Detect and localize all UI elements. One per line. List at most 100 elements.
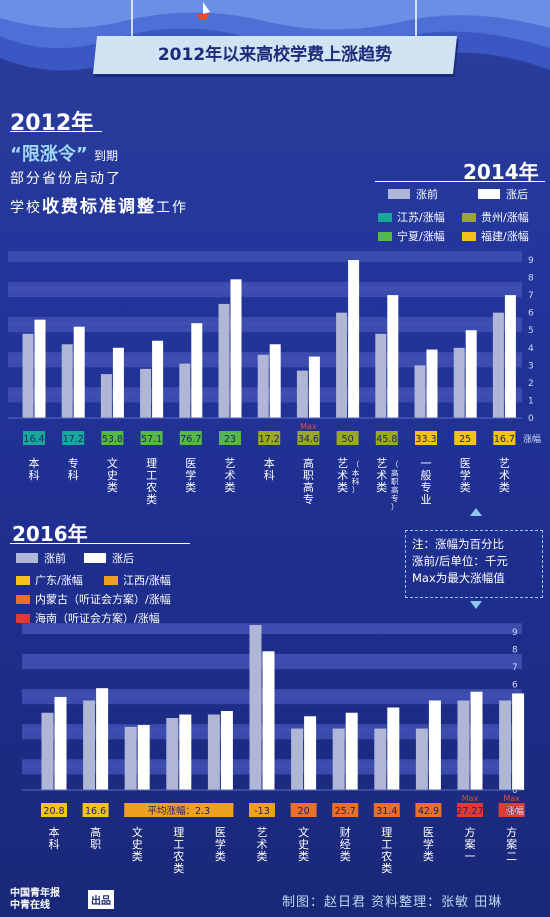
legend-guangdong-swatch xyxy=(16,575,30,585)
increase-value: 53.8 xyxy=(102,434,123,445)
category-label: 本科 xyxy=(49,825,60,851)
svg-text:术: 术 xyxy=(225,469,236,482)
intro-line-3-big: 收费标准调整 xyxy=(42,197,156,217)
bar-after xyxy=(112,347,124,418)
legend-after-label: 涨后 xyxy=(112,552,134,565)
grid-band xyxy=(8,251,522,262)
bar-before xyxy=(499,700,512,790)
legend-jiangxi-swatch xyxy=(104,575,118,585)
max-marker: Max xyxy=(503,794,520,803)
bar-before xyxy=(375,333,387,418)
increase-chip xyxy=(249,803,275,817)
legend-2014-ningxia: 宁夏/涨幅 xyxy=(378,228,445,244)
bar-before xyxy=(332,728,345,790)
bar-before xyxy=(336,312,348,418)
y-tick-label: 5 xyxy=(528,326,534,336)
increase-chip xyxy=(23,431,45,445)
bar-after xyxy=(54,696,67,790)
increase-chip xyxy=(332,803,359,817)
legend-fujian-swatch xyxy=(462,231,476,241)
y-tick-label: 1 xyxy=(528,396,534,406)
legend-2016-guangdong: 广东/涨幅 xyxy=(16,572,83,588)
y-tick-label: 0 xyxy=(512,786,518,796)
svg-text:史: 史 xyxy=(107,469,118,482)
svg-text:（: （ xyxy=(352,460,360,469)
svg-text:高: 高 xyxy=(90,825,101,839)
note-line-3: Max为最大涨幅值 xyxy=(412,571,505,585)
legend-2016-before: 涨前 xyxy=(16,550,66,566)
svg-text:科: 科 xyxy=(49,837,60,851)
y-tick-label: 7 xyxy=(512,663,518,673)
increase-value: 45.8 xyxy=(376,434,397,445)
chart-2016-title: 2016年 xyxy=(12,522,88,546)
y-tick-label: 9 xyxy=(512,628,518,638)
increase-chip xyxy=(336,431,359,445)
svg-text:学: 学 xyxy=(185,468,196,482)
legend-guizhou-label: 贵州/涨幅 xyxy=(481,211,529,224)
svg-text:术: 术 xyxy=(376,469,387,482)
svg-text:医: 医 xyxy=(460,457,471,470)
increase-value: 57.1 xyxy=(141,434,162,445)
bar-before xyxy=(61,344,73,418)
bar-before xyxy=(414,365,426,418)
svg-text:科: 科 xyxy=(264,468,275,482)
increase-value: 42.9 xyxy=(418,806,439,817)
legend-before-swatch xyxy=(16,553,38,563)
svg-text:农: 农 xyxy=(146,480,157,494)
increase-chip xyxy=(219,431,241,445)
y-tick-label: 6 xyxy=(528,309,534,319)
svg-text:职: 职 xyxy=(391,477,399,486)
svg-text:科: 科 xyxy=(29,468,40,482)
bar-before xyxy=(249,624,262,790)
legend-2016-jiangxi: 江西/涨幅 xyxy=(104,572,171,588)
svg-text:类: 类 xyxy=(185,480,196,494)
svg-text:艺: 艺 xyxy=(499,457,510,470)
increase-value: 23 xyxy=(224,434,236,445)
increase-value: 27.27 xyxy=(456,806,483,817)
intro-line-3-post: 工作 xyxy=(156,200,188,216)
bar-after xyxy=(426,349,438,418)
grid-band xyxy=(8,321,522,333)
increase-chip xyxy=(493,431,516,445)
svg-text:理: 理 xyxy=(173,826,184,839)
category-label: 医学类 xyxy=(215,826,226,863)
svg-text:类: 类 xyxy=(460,480,471,494)
y-tick-label: 4 xyxy=(528,344,534,354)
bar-before xyxy=(374,728,387,790)
svg-text:本: 本 xyxy=(264,456,275,470)
svg-text:工: 工 xyxy=(146,469,157,482)
bar-before xyxy=(207,714,220,790)
legend-hainan-swatch xyxy=(16,613,30,623)
intro-line-3-pre: 学校 xyxy=(10,200,42,216)
legend-before-swatch xyxy=(388,189,410,199)
svg-text:史: 史 xyxy=(132,838,143,851)
increase-chip xyxy=(498,803,525,817)
category-label: 方案一 xyxy=(465,825,476,863)
svg-text:艺: 艺 xyxy=(257,826,268,839)
bar-before xyxy=(83,700,96,790)
bar-after xyxy=(269,344,281,418)
footer-badge: 出品 xyxy=(88,890,114,909)
svg-text:专: 专 xyxy=(421,480,432,494)
category-label: 本科 xyxy=(264,456,275,482)
grid-band xyxy=(8,317,522,326)
increase-value: 20.8 xyxy=(43,806,64,817)
svg-text:职: 职 xyxy=(303,469,314,482)
y-tick-label: 8 xyxy=(512,646,518,656)
intro-line-3: 学校收费标准调整工作 xyxy=(10,192,188,217)
increase-value: 20 xyxy=(298,806,310,817)
legend-hainan-label: 海南（听证会方案）/涨幅 xyxy=(35,612,160,625)
svg-text:方: 方 xyxy=(506,825,517,839)
svg-text:理: 理 xyxy=(381,826,392,839)
svg-text:本: 本 xyxy=(49,825,60,839)
bar-before xyxy=(100,374,112,418)
y-tick-label: 2 xyxy=(528,379,534,389)
bar-after xyxy=(387,295,399,418)
legend-after-label: 涨后 xyxy=(506,188,528,201)
svg-text:科: 科 xyxy=(352,476,360,486)
intro-line-2: 部分省份启动了 xyxy=(10,171,122,187)
bar-before xyxy=(457,700,470,790)
bar-before xyxy=(415,728,428,790)
